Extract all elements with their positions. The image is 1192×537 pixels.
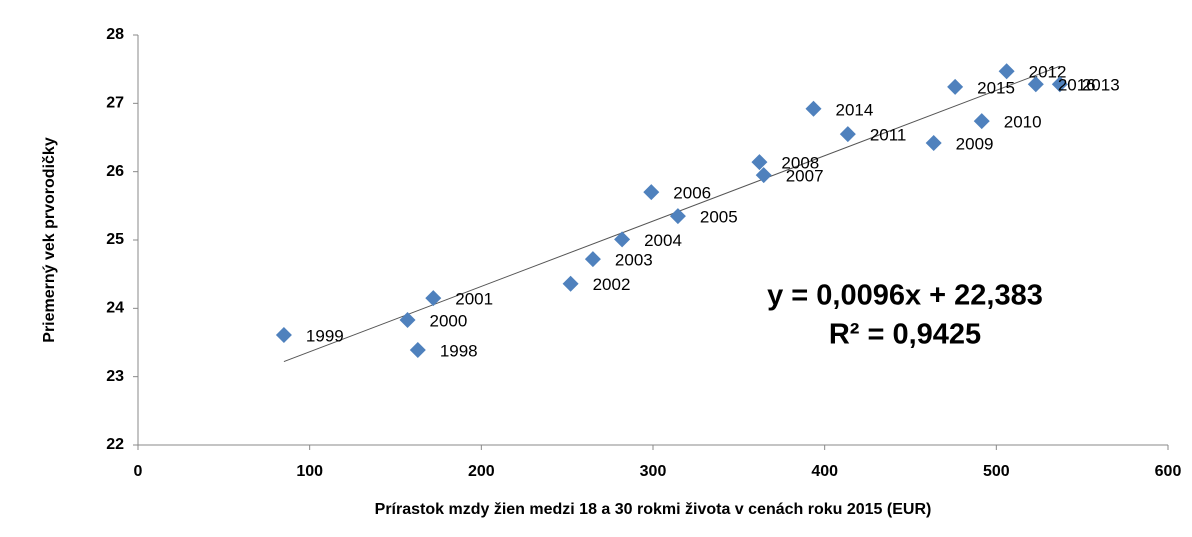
point: [584, 251, 601, 268]
point: [973, 113, 990, 130]
point: [755, 167, 772, 184]
point: [925, 134, 942, 151]
y-tick-label: 27: [106, 95, 124, 112]
point-label: 2013: [1082, 76, 1120, 95]
x-tick-label: 300: [640, 463, 667, 480]
point-label: 2004: [644, 231, 682, 250]
point: [409, 342, 426, 359]
point-label: 2012: [1029, 63, 1067, 82]
point-label: 2010: [1004, 113, 1042, 132]
point: [839, 126, 856, 143]
point-label: 2006: [673, 184, 711, 203]
point-label: 2008: [781, 154, 819, 173]
point-label: 2015: [977, 78, 1015, 97]
y-axis-label: Priemerný vek prvorodičky: [41, 137, 58, 343]
y-tick-label: 24: [106, 300, 124, 317]
point: [751, 154, 768, 171]
r-squared: R² = 0,9425: [829, 319, 981, 351]
point: [998, 63, 1015, 80]
y-tick-label: 25: [106, 231, 124, 248]
point: [947, 78, 964, 95]
trendline: [283, 65, 1061, 363]
y-tick-label: 28: [106, 26, 124, 43]
point: [614, 231, 631, 248]
x-tick-label: 200: [468, 463, 495, 480]
point-label: 2007: [786, 167, 824, 186]
point-label: 2002: [593, 275, 631, 294]
point: [425, 290, 442, 307]
point: [562, 275, 579, 292]
point-label: 2016: [1058, 76, 1096, 95]
x-tick-label: 600: [1155, 463, 1182, 480]
point: [643, 184, 660, 201]
point: [669, 208, 686, 225]
equation: y = 0,0096x + 22,383: [767, 280, 1043, 312]
y-tick-label: 23: [106, 368, 124, 385]
y-tick-label: 22: [106, 436, 124, 453]
point: [1051, 76, 1068, 93]
point: [275, 326, 292, 343]
point-label: 2000: [430, 311, 468, 330]
x-axis-label: Prírastok mzdy žien medzi 18 a 30 rokmi …: [375, 501, 932, 518]
point: [399, 311, 416, 328]
y-tick-label: 26: [106, 163, 124, 180]
point-label: 2001: [455, 290, 493, 309]
point: [1027, 76, 1044, 93]
point-label: 2014: [836, 100, 874, 119]
x-tick-label: 100: [296, 463, 323, 480]
point-label: 2011: [870, 126, 907, 145]
point-label: 2005: [700, 208, 738, 227]
point-label: 1998: [440, 342, 478, 361]
point: [805, 100, 822, 117]
point-label: 1999: [306, 326, 344, 345]
x-tick-label: 400: [811, 463, 838, 480]
x-tick-label: 500: [983, 463, 1010, 480]
point-label: 2009: [956, 134, 994, 153]
x-tick-label: 0: [134, 463, 143, 480]
point-label: 2003: [615, 251, 653, 270]
